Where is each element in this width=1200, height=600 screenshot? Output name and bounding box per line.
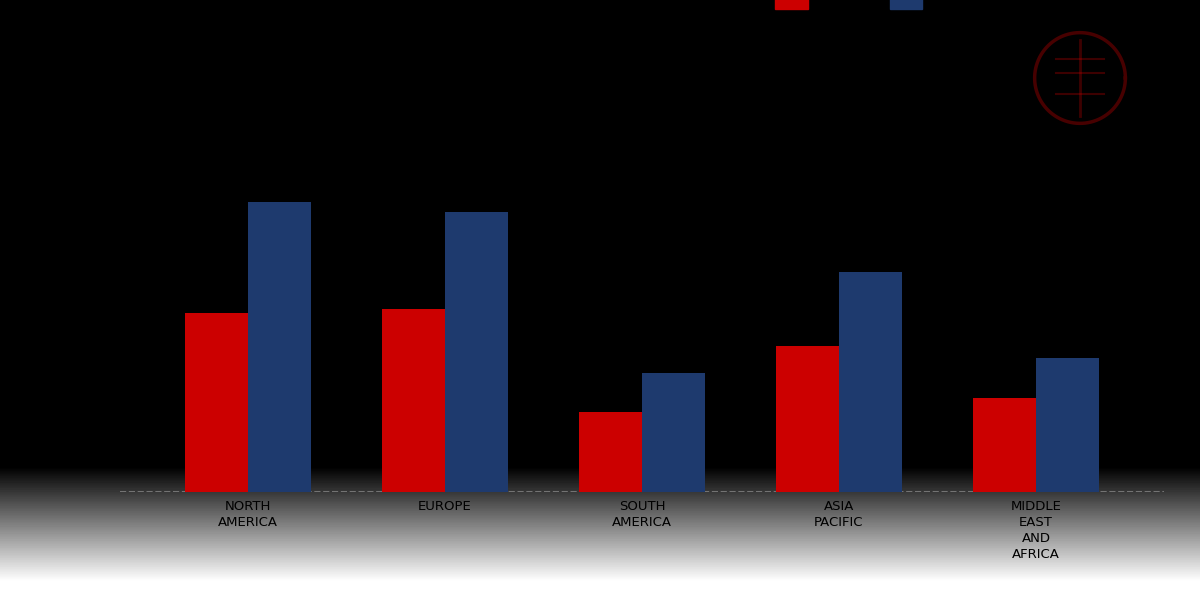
Text: 0.12: 0.12	[185, 295, 222, 310]
Bar	[973, 398, 1036, 492]
Bar	[1036, 358, 1099, 492]
Legend: 2023, 2032: 2023, 2032	[770, 0, 988, 17]
Bar	[642, 373, 706, 492]
Bar	[248, 202, 311, 492]
Bar	[776, 346, 839, 492]
Y-axis label: Market Size in USD Billion: Market Size in USD Billion	[88, 199, 106, 413]
Text: Brominated Vegetable Oil Market, By Regional, 2023 & 2032: Brominated Vegetable Oil Market, By Regi…	[48, 42, 847, 68]
Bar	[185, 313, 248, 492]
Bar	[578, 412, 642, 492]
Bar	[382, 309, 445, 492]
Bar	[445, 212, 508, 492]
Bar	[839, 272, 902, 492]
